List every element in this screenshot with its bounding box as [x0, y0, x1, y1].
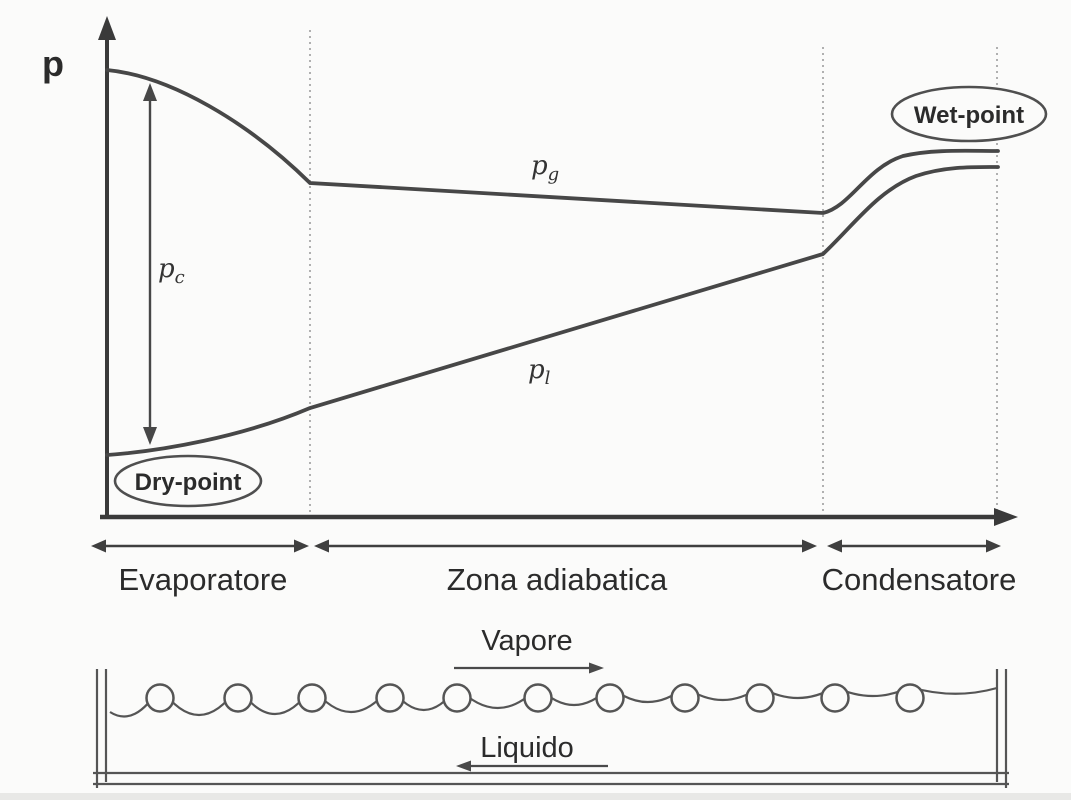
arrow-up-icon — [143, 83, 157, 101]
liquid-label-subscript: l — [545, 368, 551, 389]
liquid-flow-label: Liquido — [480, 732, 574, 764]
arrow-down-icon — [143, 427, 157, 445]
pressure-curves — [105, 68, 1000, 457]
bubble-icon — [442, 683, 472, 713]
liquid-label-base: p — [528, 355, 545, 385]
liquid-flow-arrow — [456, 760, 608, 772]
zone-boundary-lines — [309, 30, 998, 514]
arrow-left-icon — [456, 760, 471, 772]
axes — [98, 16, 1018, 526]
capillary-label-base: p — [158, 254, 175, 284]
arrow-right-icon — [986, 539, 1001, 553]
bubble-icon — [595, 683, 625, 713]
liquid-pressure-curve — [105, 165, 1000, 457]
vapor-pressure-label: pg — [531, 151, 559, 185]
wet-point-callout: Wet-point — [890, 85, 1048, 143]
x-axis-arrowhead-icon — [994, 508, 1018, 526]
zone-label-adiabatic: Zona adiabatica — [447, 562, 668, 597]
zone-extent-arrows — [91, 539, 1001, 553]
bubble-icon — [745, 683, 775, 713]
liquid-pressure-label: pl — [528, 355, 551, 389]
y-axis-arrowhead-icon — [98, 16, 116, 40]
vapor-flow-arrow — [454, 662, 604, 674]
dry-point-callout: Dry-point — [113, 454, 263, 508]
bubble-icon — [670, 683, 700, 713]
image-bottom-edge — [0, 793, 1071, 800]
bubble-icon — [145, 683, 175, 713]
arrow-left-icon — [827, 539, 842, 553]
y-axis-label: p — [42, 43, 64, 84]
condenser-extent-arrow — [827, 539, 1001, 553]
zone-label-evaporator: Evaporatore — [119, 562, 288, 597]
arrow-right-icon — [802, 539, 817, 553]
capillary-pressure-arrow — [143, 83, 157, 445]
arrow-left-icon — [91, 539, 106, 553]
vapor-bubbles — [145, 683, 925, 713]
bubble-icon — [820, 683, 850, 713]
bubble-icon — [223, 683, 253, 713]
vapor-flow-label: Vapore — [481, 625, 572, 657]
evaporator-extent-arrow — [91, 539, 309, 553]
bubble-icon — [523, 683, 553, 713]
capillary-pressure-label: pc — [158, 254, 185, 288]
vapor-label-base: p — [531, 151, 548, 181]
arrow-left-icon — [314, 539, 329, 553]
dry-point-label: Dry-point — [135, 469, 242, 496]
bubble-icon — [297, 683, 327, 713]
vapor-label-subscript: g — [548, 164, 560, 185]
capillary-label-subscript: c — [175, 267, 185, 288]
bubble-icon — [895, 683, 925, 713]
wet-point-ellipse — [890, 85, 1048, 143]
arrow-right-icon — [589, 662, 604, 674]
wet-point-label: Wet-point — [914, 102, 1024, 129]
dry-point-ellipse — [113, 454, 263, 508]
adiabatic-extent-arrow — [314, 539, 817, 553]
arrow-right-icon — [294, 539, 309, 553]
bubble-icon — [375, 683, 405, 713]
vapor-pressure-curve — [105, 68, 1000, 215]
pipe-schematic — [93, 669, 1009, 788]
zone-label-condenser: Condensatore — [822, 562, 1017, 597]
